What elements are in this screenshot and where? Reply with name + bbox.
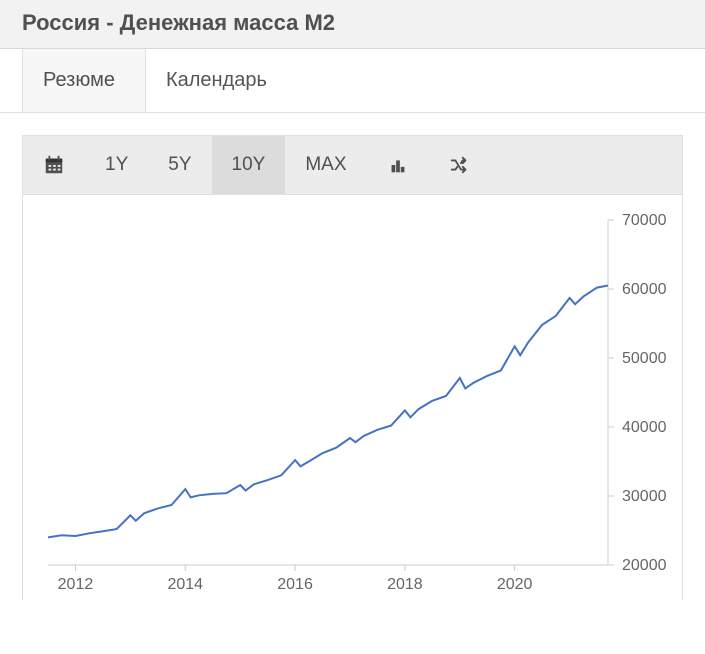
x-tick-label: 2012 (58, 576, 94, 593)
toolbar-btn-label: 1Y (105, 154, 128, 176)
range-1y[interactable]: 1Y (85, 136, 148, 194)
y-tick-label: 30000 (622, 488, 667, 505)
toolbar-btn-label: 5Y (168, 154, 191, 176)
range-5y[interactable]: 5Y (148, 136, 211, 194)
y-tick-label: 40000 (622, 419, 667, 436)
barchart-icon-svg (387, 154, 409, 176)
toolbar-btn-label: 10Y (232, 154, 266, 176)
y-tick-label: 20000 (622, 557, 667, 574)
tab-label: Резюме (43, 69, 115, 91)
y-tick-label: 50000 (622, 350, 667, 367)
chart-toolbar: 1Y 5Y 10Y MAX (22, 135, 683, 195)
y-tick-label: 70000 (622, 212, 667, 229)
series-line (48, 286, 608, 538)
x-tick-label: 2016 (277, 576, 313, 593)
y-tick-label: 60000 (622, 281, 667, 298)
tabs: Резюме Календарь (0, 49, 705, 113)
tab-label: Календарь (166, 69, 267, 91)
calendar-icon-svg (43, 154, 65, 176)
range-10y[interactable]: 10Y (212, 136, 286, 194)
x-tick-label: 2020 (497, 576, 533, 593)
shuffle-icon[interactable] (429, 136, 491, 194)
range-max[interactable]: MAX (285, 136, 366, 194)
content-area: 1Y 5Y 10Y MAX 2012 2014 2016 2018 2020 20000 3000… (0, 113, 705, 622)
chart-container: 2012 2014 2016 2018 2020 20000 30000 40000 50000… (22, 195, 683, 600)
page-title: Россия - Денежная масса M2 (22, 10, 685, 36)
tab-0[interactable]: Резюме (22, 49, 146, 112)
shuffle-icon-svg (449, 154, 471, 176)
x-tick-label: 2018 (387, 576, 423, 593)
title-bar: Россия - Денежная масса M2 (0, 0, 705, 49)
calendar-icon[interactable] (23, 136, 85, 194)
tab-1[interactable]: Календарь (146, 49, 297, 112)
barchart-icon[interactable] (367, 136, 429, 194)
line-chart: 2012 2014 2016 2018 2020 20000 30000 40000 50000… (28, 205, 676, 600)
x-tick-label: 2014 (167, 576, 203, 593)
toolbar-btn-label: MAX (305, 154, 346, 176)
